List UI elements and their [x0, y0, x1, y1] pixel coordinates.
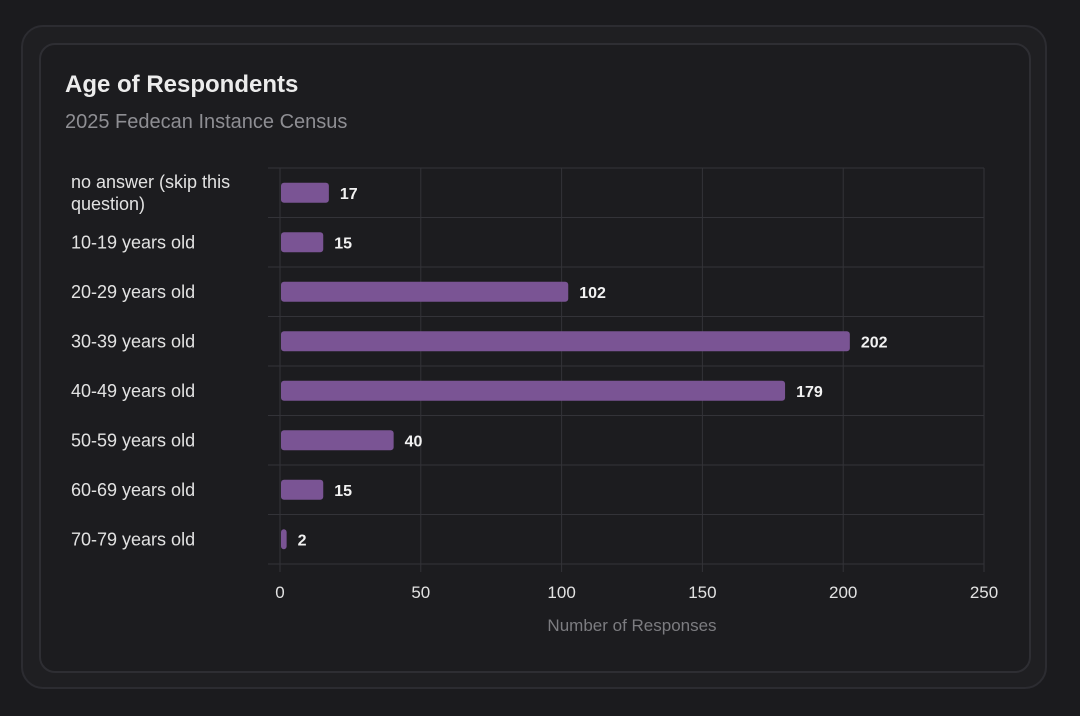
- x-tick-label: 50: [411, 583, 430, 602]
- value-labels: 17 15 102 202 179 40 15 2: [298, 186, 888, 550]
- category-label: 30-39 years old: [71, 331, 195, 351]
- bar[interactable]: [281, 529, 287, 550]
- bar[interactable]: [281, 182, 329, 203]
- x-tick-label: 250: [970, 583, 998, 602]
- bar[interactable]: [281, 331, 850, 352]
- data-label: 102: [579, 285, 606, 302]
- x-axis-title: Number of Responses: [547, 616, 716, 635]
- category-label: 40-49 years old: [71, 381, 195, 401]
- category-label: 20-29 years old: [71, 282, 195, 302]
- data-label: 202: [861, 334, 888, 351]
- x-tick-label: 100: [547, 583, 575, 602]
- bar[interactable]: [281, 380, 786, 401]
- category-label: 10-19 years old: [71, 232, 195, 252]
- bars: [281, 182, 850, 550]
- chart-subtitle: 2025 Fedecan Instance Census: [65, 111, 348, 133]
- data-label: 2: [298, 532, 307, 549]
- data-label: 179: [796, 384, 823, 401]
- chart-title: Age of Respondents: [65, 71, 299, 98]
- category-label: 60-69 years old: [71, 480, 195, 500]
- category-label: no answer (skip this: [71, 172, 230, 192]
- data-label: 15: [334, 483, 352, 500]
- bar[interactable]: [281, 430, 394, 451]
- x-tick-label: 150: [688, 583, 716, 602]
- bar[interactable]: [281, 281, 569, 302]
- category-label: 70-79 years old: [71, 529, 195, 549]
- category-label: question): [71, 194, 145, 214]
- x-tick-label: 200: [829, 583, 857, 602]
- category-label: 50-59 years old: [71, 430, 195, 450]
- grid: [268, 167, 985, 572]
- data-label: 40: [405, 433, 423, 450]
- x-tick-label: 0: [275, 583, 284, 602]
- bar[interactable]: [281, 479, 324, 500]
- x-axis: 0 50 100 150 200 250 Number of Responses: [275, 583, 998, 635]
- bar[interactable]: [281, 232, 324, 253]
- data-label: 15: [334, 235, 352, 252]
- chart-card: [39, 43, 1031, 673]
- data-label: 17: [340, 186, 358, 203]
